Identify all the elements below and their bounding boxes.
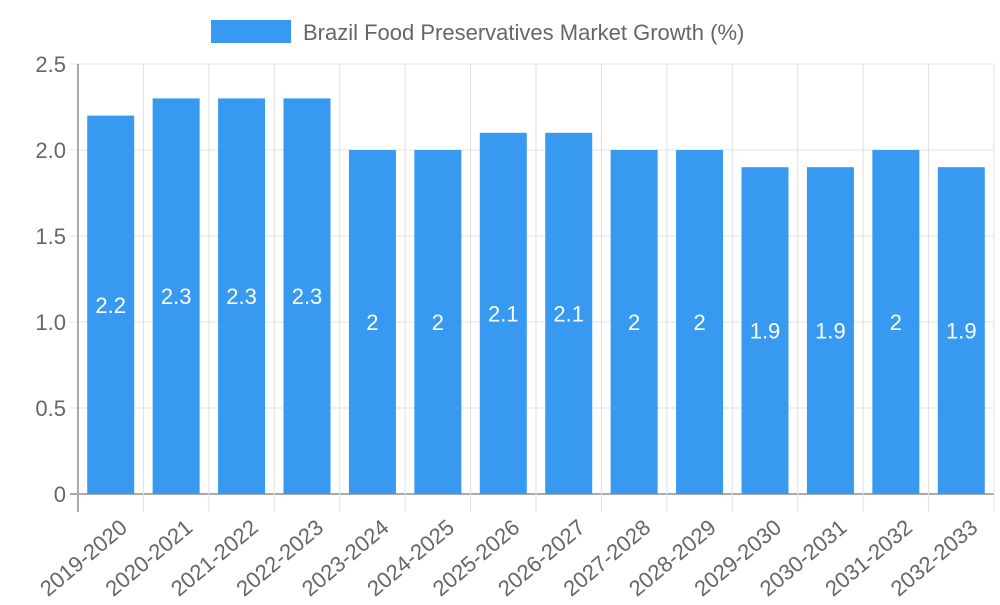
bar <box>414 150 462 494</box>
legend-label: Brazil Food Preservatives Market Growth … <box>303 20 744 45</box>
bar <box>806 167 854 494</box>
bar-value-label: 2.3 <box>292 284 323 309</box>
y-tick-label: 1.5 <box>35 224 66 249</box>
bar <box>283 98 331 495</box>
bar <box>348 150 396 494</box>
bar-value-label: 2 <box>366 310 378 335</box>
bar <box>87 115 135 494</box>
bar-value-label: 1.9 <box>946 319 977 344</box>
bar-value-label: 2.1 <box>553 301 584 326</box>
bar <box>872 150 920 494</box>
bar-value-label: 2 <box>890 310 902 335</box>
bar-value-label: 2 <box>693 310 705 335</box>
bar <box>741 167 789 494</box>
legend[interactable]: Brazil Food Preservatives Market Growth … <box>211 20 744 45</box>
bar-value-label: 2 <box>628 310 640 335</box>
bar-value-label: 2.1 <box>488 301 519 326</box>
bar <box>610 150 658 494</box>
bar-value-label: 1.9 <box>750 319 781 344</box>
bar <box>152 98 200 495</box>
bar-value-label: 1.9 <box>815 319 846 344</box>
bar-value-label: 2.3 <box>226 284 257 309</box>
bar <box>676 150 724 494</box>
bar <box>218 98 266 495</box>
y-tick-label: 2.0 <box>35 138 66 163</box>
y-tick-label: 2.5 <box>35 52 66 77</box>
bar-value-label: 2.3 <box>161 284 192 309</box>
y-tick-label: 0.5 <box>35 396 66 421</box>
bar <box>545 132 593 495</box>
bar-value-label: 2 <box>432 310 444 335</box>
y-tick-label: 0 <box>54 482 66 507</box>
bar <box>479 132 527 495</box>
bar <box>937 167 985 494</box>
y-tick-label: 1.0 <box>35 310 66 335</box>
legend-swatch <box>211 20 291 43</box>
bar-value-label: 2.2 <box>95 293 126 318</box>
